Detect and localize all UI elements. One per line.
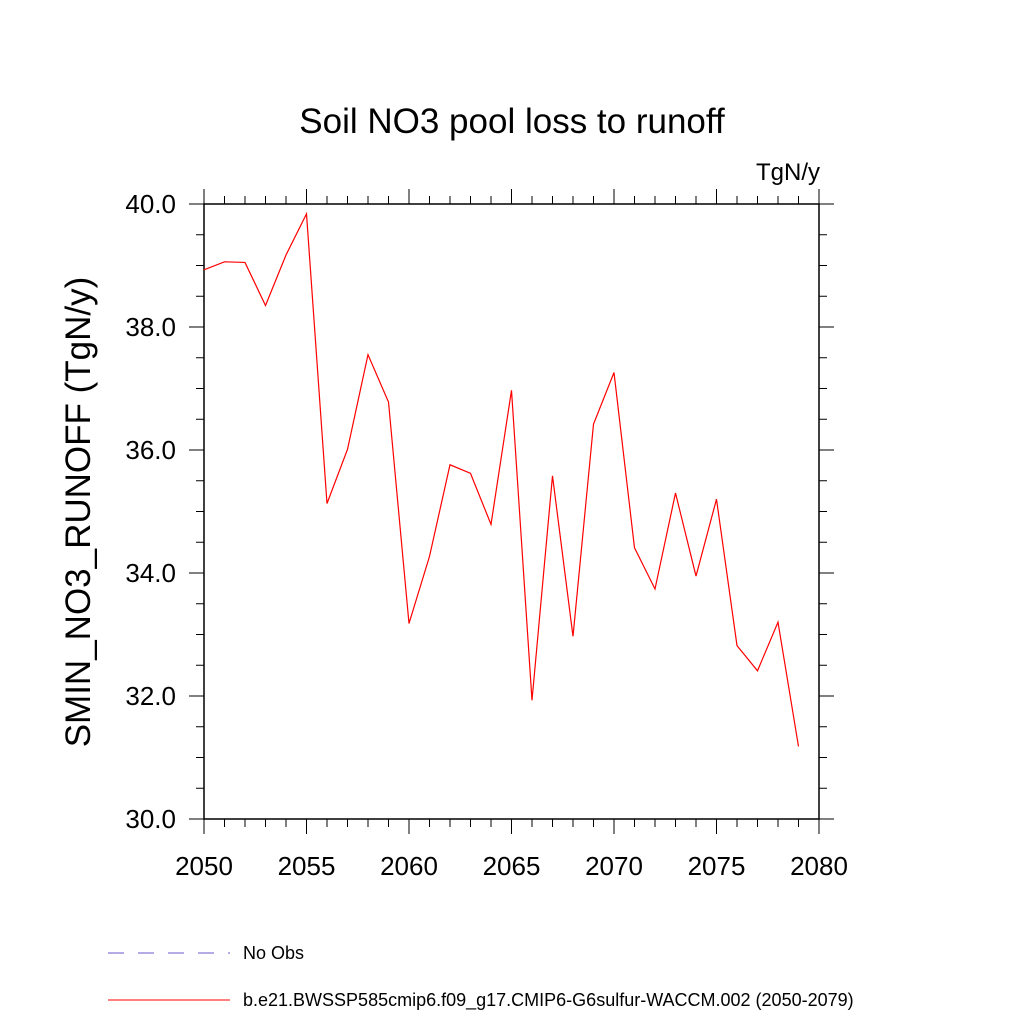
- plot-frame: [203, 203, 820, 820]
- x-tick-label: 2080: [790, 851, 848, 881]
- x-tick-label: 2060: [380, 851, 438, 881]
- y-tick-label: 34.0: [125, 558, 176, 588]
- x-tick-label: 2070: [585, 851, 643, 881]
- legend: No Obs b.e21.BWSSP585cmip6.f09_g17.CMIP6…: [108, 943, 854, 1011]
- units-label: TgN/y: [756, 159, 820, 186]
- y-tick-label: 32.0: [125, 681, 176, 711]
- legend-label-model: b.e21.BWSSP585cmip6.f09_g17.CMIP6-G6sulf…: [243, 990, 854, 1011]
- chart-title: Soil NO3 pool loss to runoff: [299, 102, 725, 141]
- series-line-0: [203, 211, 800, 747]
- y-tick-label: 40.0: [125, 189, 176, 219]
- series-layer: [203, 211, 800, 747]
- x-tick-label: 2075: [688, 851, 746, 881]
- legend-label-no-obs: No Obs: [243, 943, 304, 963]
- y-axis-label: SMIN_NO3_RUNOFF (TgN/y): [59, 277, 98, 748]
- tick-labels: 2050 2055 2060 2065 2070 2075 2080 30.0 32.0 34.0…: [125, 189, 848, 881]
- y-tick-label: 36.0: [125, 435, 176, 465]
- y-tick-label: 38.0: [125, 312, 176, 342]
- x-tick-label: 2065: [483, 851, 541, 881]
- x-tick-label: 2055: [278, 851, 336, 881]
- x-tick-label: 2050: [175, 851, 233, 881]
- y-tick-label: 30.0: [125, 804, 176, 834]
- axis-ticks: [189, 189, 834, 834]
